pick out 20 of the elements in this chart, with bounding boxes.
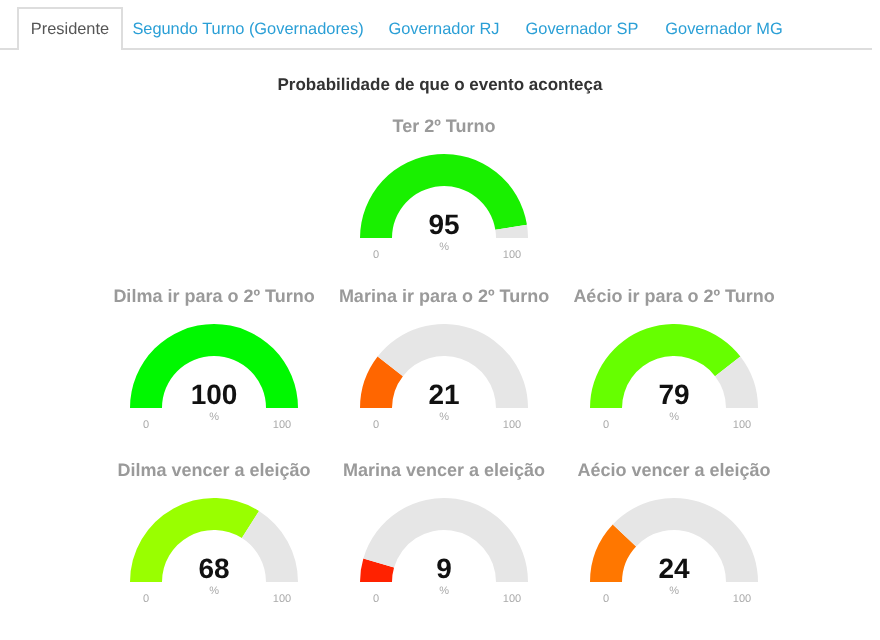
text: Aécio ir para o 2º Turno — [573, 286, 776, 306]
text: Presidente — [30, 20, 111, 38]
text: Marina ir para o 2º Turno — [338, 286, 551, 306]
data-label: 68 — [198, 552, 230, 584]
text: Probabilidade de que o evento aconteça — [277, 74, 604, 94]
text: Aécio vencer a eleição — [577, 460, 772, 480]
text: Governador RJ — [388, 20, 500, 38]
text: Segundo Turno (Governadores) — [132, 20, 365, 38]
text: Dilma ir para o 2º Turno — [113, 286, 316, 306]
data-label: 100 — [190, 378, 238, 410]
text: Dilma vencer a eleição — [117, 460, 312, 480]
data-label: 79 — [658, 378, 690, 410]
text: Governador SP — [525, 20, 640, 38]
data-label: 95 — [428, 208, 460, 240]
text: Ter 2º Turno — [392, 116, 497, 136]
data-label: 9 — [436, 552, 453, 584]
data-label: 24 — [658, 552, 690, 584]
text: Governador MG — [665, 20, 783, 38]
data-label: 21 — [428, 378, 460, 410]
text: Marina vencer a eleição — [342, 460, 547, 480]
